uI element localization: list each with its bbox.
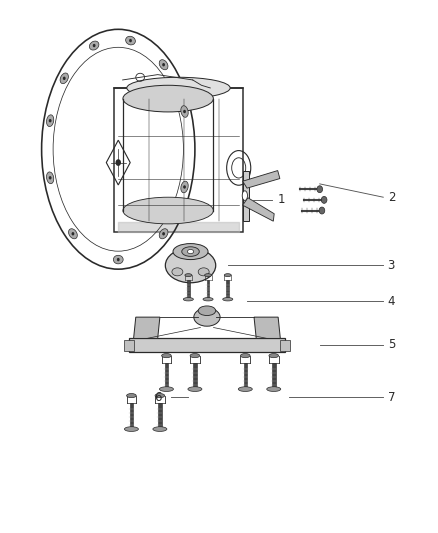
Ellipse shape <box>123 85 213 112</box>
Text: 1: 1 <box>278 193 286 206</box>
Circle shape <box>129 39 132 42</box>
Ellipse shape <box>46 172 54 184</box>
Ellipse shape <box>127 393 136 398</box>
Ellipse shape <box>155 393 165 398</box>
Ellipse shape <box>223 297 233 301</box>
Ellipse shape <box>127 77 230 99</box>
Ellipse shape <box>190 353 200 358</box>
Circle shape <box>162 232 165 236</box>
Ellipse shape <box>123 197 213 224</box>
Ellipse shape <box>188 387 202 391</box>
Ellipse shape <box>69 229 78 239</box>
Ellipse shape <box>183 297 194 301</box>
FancyBboxPatch shape <box>207 280 209 299</box>
Ellipse shape <box>124 427 138 431</box>
Ellipse shape <box>89 41 99 50</box>
Ellipse shape <box>46 115 54 126</box>
Ellipse shape <box>187 249 194 254</box>
Polygon shape <box>243 198 274 221</box>
Text: 5: 5 <box>388 338 395 351</box>
Ellipse shape <box>166 248 216 282</box>
Text: 6: 6 <box>155 391 162 403</box>
Ellipse shape <box>317 186 322 192</box>
FancyBboxPatch shape <box>124 340 134 351</box>
Ellipse shape <box>238 387 252 391</box>
Text: 4: 4 <box>388 295 395 308</box>
Circle shape <box>116 159 121 166</box>
Ellipse shape <box>267 387 281 391</box>
Ellipse shape <box>240 353 250 358</box>
Polygon shape <box>254 317 280 338</box>
FancyBboxPatch shape <box>193 362 197 389</box>
Ellipse shape <box>126 36 135 45</box>
Polygon shape <box>243 171 280 188</box>
Ellipse shape <box>185 273 192 277</box>
Ellipse shape <box>113 255 123 264</box>
Ellipse shape <box>224 273 231 277</box>
Ellipse shape <box>153 427 167 431</box>
Ellipse shape <box>159 60 168 70</box>
Ellipse shape <box>181 106 188 117</box>
Circle shape <box>71 232 74 236</box>
FancyBboxPatch shape <box>280 340 290 351</box>
Circle shape <box>49 176 52 180</box>
Ellipse shape <box>205 273 212 277</box>
FancyBboxPatch shape <box>165 362 168 389</box>
FancyBboxPatch shape <box>272 362 276 389</box>
Polygon shape <box>134 317 160 338</box>
FancyBboxPatch shape <box>244 362 247 389</box>
Ellipse shape <box>181 181 188 193</box>
Ellipse shape <box>159 229 168 239</box>
Circle shape <box>183 110 186 113</box>
Text: 2: 2 <box>388 191 395 204</box>
FancyBboxPatch shape <box>226 280 229 299</box>
Ellipse shape <box>269 353 279 358</box>
Circle shape <box>49 119 52 123</box>
Polygon shape <box>243 171 249 221</box>
Ellipse shape <box>172 268 183 276</box>
Ellipse shape <box>159 387 173 391</box>
Ellipse shape <box>203 297 213 301</box>
Circle shape <box>117 258 120 261</box>
Circle shape <box>183 185 186 189</box>
Ellipse shape <box>321 197 327 203</box>
Ellipse shape <box>319 207 325 214</box>
FancyBboxPatch shape <box>187 280 190 299</box>
FancyBboxPatch shape <box>130 402 133 429</box>
FancyBboxPatch shape <box>129 338 285 352</box>
Ellipse shape <box>60 73 68 84</box>
Ellipse shape <box>162 353 171 358</box>
Ellipse shape <box>198 306 215 316</box>
Ellipse shape <box>242 191 247 200</box>
Ellipse shape <box>198 268 209 276</box>
Ellipse shape <box>182 247 199 256</box>
FancyBboxPatch shape <box>158 402 162 429</box>
Circle shape <box>63 77 66 80</box>
Circle shape <box>162 63 165 67</box>
Text: 3: 3 <box>388 259 395 272</box>
Circle shape <box>93 44 95 47</box>
Ellipse shape <box>173 244 208 260</box>
Text: 7: 7 <box>388 391 395 403</box>
Ellipse shape <box>194 308 220 326</box>
